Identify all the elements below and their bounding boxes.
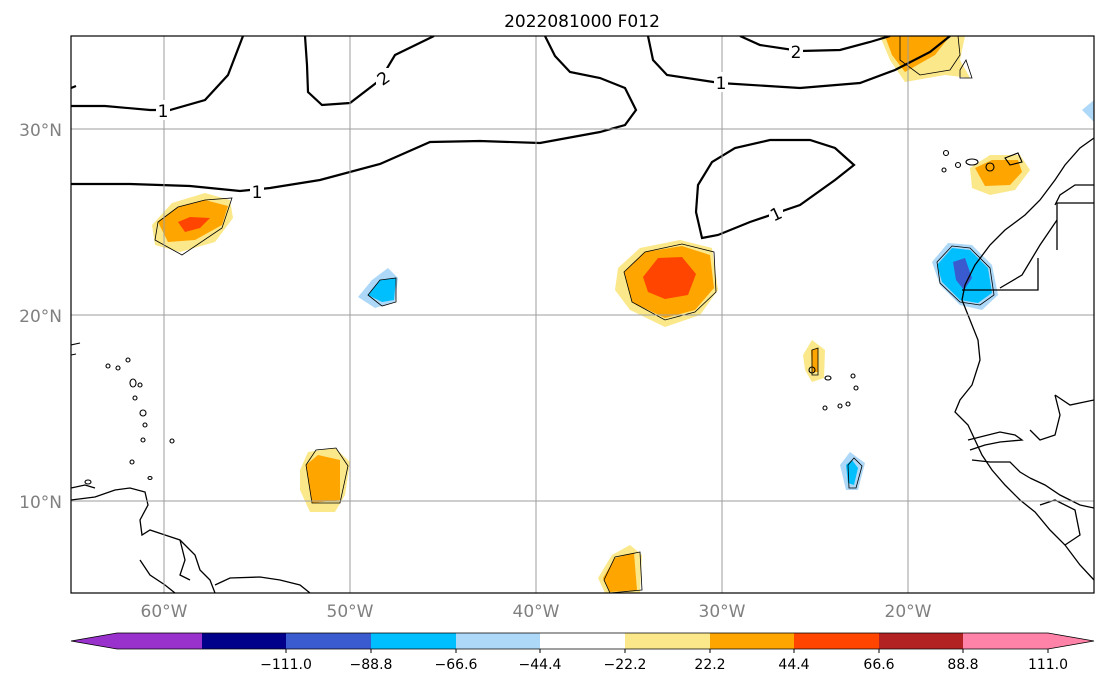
colorbar-segment xyxy=(286,633,371,649)
cool-blob-core xyxy=(368,278,396,302)
cool-blob-peak xyxy=(953,258,972,290)
contour-label-group: 1 2 1 1 2 1 xyxy=(156,41,803,226)
colorbar-tick-label: −44.4 xyxy=(519,657,562,673)
lat-label: 10°N xyxy=(19,493,62,513)
colorbar-segment xyxy=(202,633,286,649)
warm-blob-core xyxy=(811,348,818,372)
colorbar-segment xyxy=(371,633,456,649)
islands xyxy=(71,149,1023,485)
warm-blob-core xyxy=(306,455,340,503)
lon-label: 60°W xyxy=(141,602,188,622)
colorbar-tick-label: −22.2 xyxy=(604,657,647,673)
warm-blob-peak xyxy=(178,217,210,232)
colorbar-outline xyxy=(70,632,1095,650)
map-title: 2022081000 F012 xyxy=(504,12,660,32)
lat-label: 20°N xyxy=(19,307,62,327)
colorbar-segment xyxy=(625,633,710,649)
colorbar-segment xyxy=(794,633,879,649)
colorbar-tick-label: −88.8 xyxy=(350,657,393,673)
warm-blob-core xyxy=(603,553,637,592)
contour-label: 1 xyxy=(252,183,263,203)
lon-label: 30°W xyxy=(699,602,746,622)
colorbar-tick-label: 88.8 xyxy=(947,657,978,673)
contour-label: 1 xyxy=(158,102,169,122)
colorbar: −111.0 −88.8 −66.6 −44.4 −22.2 22.2 44.4 66.6 88… xyxy=(70,632,1095,673)
warm-blob-core xyxy=(975,160,1022,186)
cool-blob xyxy=(1082,100,1094,122)
colorbar-segment xyxy=(879,633,963,649)
colorbar-tick-label: 44.4 xyxy=(778,657,809,673)
lat-label: 30°N xyxy=(19,121,62,141)
warm-blob-peak xyxy=(643,257,696,299)
colorbar-segment xyxy=(117,633,202,649)
warm-blob-core xyxy=(885,36,950,72)
graticule xyxy=(71,36,1094,593)
colorbar-tick-label: −111.0 xyxy=(260,657,312,673)
colorbar-tick-label: −66.6 xyxy=(435,657,478,673)
colorbar-segment xyxy=(456,633,540,649)
coastlines xyxy=(71,137,1094,593)
colorbar-extend-low xyxy=(71,633,117,649)
colorbar-segment xyxy=(540,633,625,649)
map-frame xyxy=(70,35,1095,594)
colorbar-extend-high xyxy=(963,633,1094,649)
colorbar-tick-label: 22.2 xyxy=(694,657,725,673)
anomaly-fills xyxy=(152,36,1094,593)
lon-label: 20°W xyxy=(885,602,932,622)
lon-label: 50°W xyxy=(327,602,374,622)
colorbar-segment xyxy=(710,633,794,649)
lon-label: 40°W xyxy=(513,602,560,622)
contour-label: 1 xyxy=(716,74,727,94)
colorbar-tick-label: 66.6 xyxy=(863,657,894,673)
contour-label: 2 xyxy=(791,43,802,63)
cool-blob-core xyxy=(846,460,858,485)
colorbar-tick-label: 111.0 xyxy=(1028,657,1068,673)
